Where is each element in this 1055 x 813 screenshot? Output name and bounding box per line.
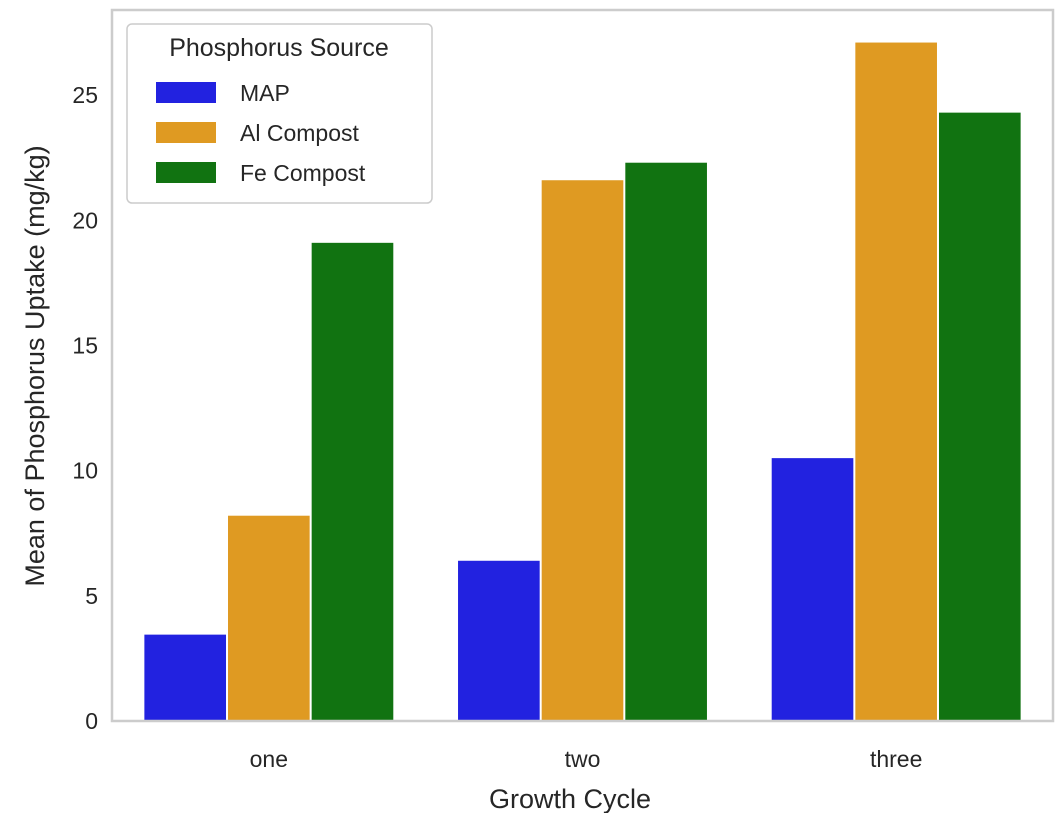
bar-al-compost-one	[228, 515, 310, 721]
y-tick-label-10: 10	[72, 458, 98, 484]
legend-title: Phosphorus Source	[169, 34, 389, 62]
legend: Phosphorus Source MAP Al Compost Fe Compos…	[126, 23, 433, 204]
axes-frame	[110, 8, 1055, 723]
y-tick-label-5: 5	[85, 583, 98, 609]
bar-fe-compost-three	[938, 112, 1021, 721]
y-axis-ticks: 0 5 10 15 20 25	[72, 82, 98, 734]
bar-al-compost-three	[855, 42, 937, 722]
bar-al-compost-two	[541, 180, 624, 722]
x-tick-label-two: two	[565, 746, 601, 772]
legend-swatch-fe-compost	[156, 162, 216, 183]
plot-frame	[110, 8, 1055, 723]
bars-layer	[144, 42, 1021, 722]
x-axis-ticks: one two three	[250, 746, 923, 772]
y-tick-label-20: 20	[72, 207, 98, 233]
legend-swatch-map	[156, 82, 216, 103]
bar-map-two	[458, 560, 540, 721]
bar-map-three	[771, 458, 854, 721]
legend-label-al-compost: Al Compost	[240, 120, 359, 146]
legend-items: MAP Al Compost Fe Compost	[156, 80, 366, 186]
legend-label-map: MAP	[240, 80, 290, 106]
y-axis-label: Mean of Phosphorus Uptake (mg/kg)	[20, 145, 50, 586]
bar-fe-compost-two	[625, 162, 707, 721]
x-tick-label-three: three	[870, 746, 922, 772]
bar-fe-compost-one	[311, 242, 394, 721]
x-axis-label: Growth Cycle	[489, 784, 651, 813]
legend-label-fe-compost: Fe Compost	[240, 160, 366, 186]
y-tick-label-15: 15	[72, 332, 98, 358]
bar-map-one	[144, 634, 227, 721]
legend-swatch-al-compost	[156, 122, 216, 143]
x-tick-label-one: one	[250, 746, 288, 772]
y-tick-label-25: 25	[72, 82, 98, 108]
legend-box	[126, 23, 433, 204]
y-tick-label-0: 0	[85, 708, 98, 734]
